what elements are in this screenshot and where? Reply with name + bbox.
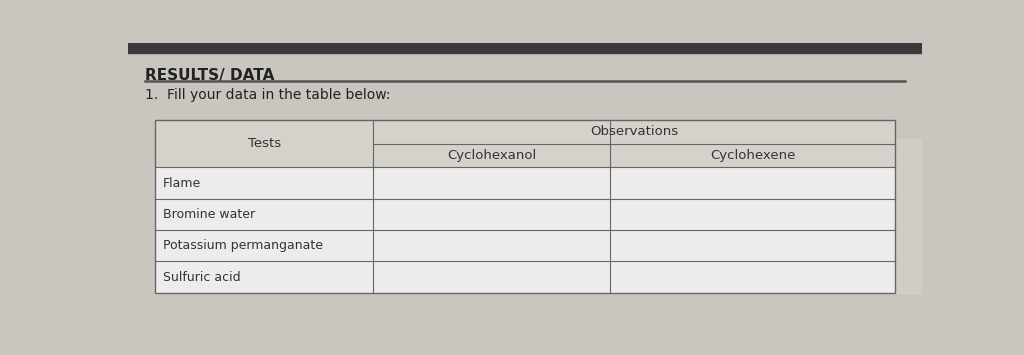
Bar xyxy=(155,120,895,293)
Text: Cyclohexene: Cyclohexene xyxy=(710,149,796,162)
Bar xyxy=(554,139,922,293)
Text: Flame: Flame xyxy=(163,176,201,190)
Text: Cyclohexanol: Cyclohexanol xyxy=(447,149,537,162)
Text: Potassium permanganate: Potassium permanganate xyxy=(163,239,323,252)
Text: 1.  Fill your data in the table below:: 1. Fill your data in the table below: xyxy=(145,88,390,102)
Text: Sulfuric acid: Sulfuric acid xyxy=(163,271,241,284)
Text: RESULTS/ DATA: RESULTS/ DATA xyxy=(145,68,274,83)
Bar xyxy=(155,120,895,167)
Text: Bromine water: Bromine water xyxy=(163,208,255,221)
Text: Tests: Tests xyxy=(248,137,281,150)
Bar xyxy=(155,120,895,293)
Bar xyxy=(128,43,922,53)
Text: Observations: Observations xyxy=(590,125,679,138)
